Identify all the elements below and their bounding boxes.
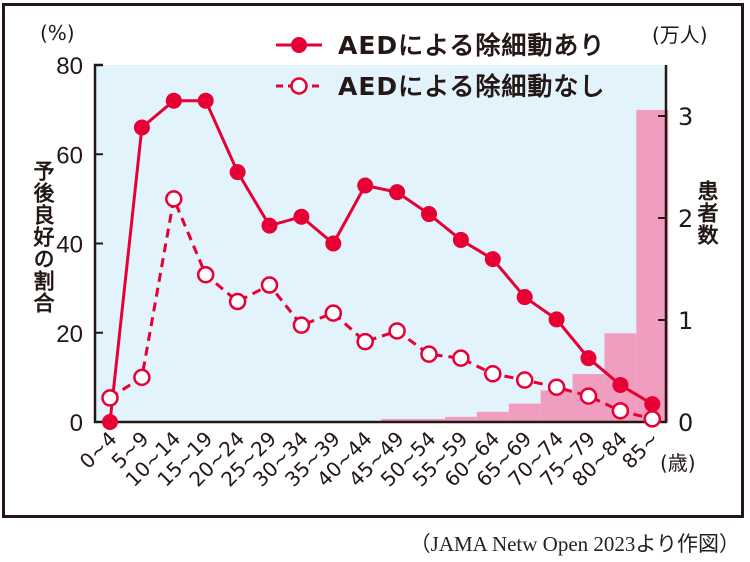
point-without-aed-30~34 xyxy=(292,316,311,334)
left-tick-label: 40 xyxy=(56,232,83,259)
x-axis-unit: (歳) xyxy=(660,451,696,475)
point-with-aed-80~84 xyxy=(612,376,629,393)
plot-area xyxy=(95,65,666,422)
right-axis-unit: (万人) xyxy=(652,23,708,47)
point-without-aed-65~69 xyxy=(515,371,534,389)
legend-without-aed-label: AEDによる除細動なし xyxy=(338,72,605,101)
x-tick-label: 85~ xyxy=(617,427,664,474)
legend-without-aed-marker xyxy=(290,77,308,95)
bar-60~64 xyxy=(476,411,509,422)
point-with-aed-60~64 xyxy=(484,251,501,268)
point-without-aed-10~14 xyxy=(165,190,183,208)
point-with-aed-70~74 xyxy=(548,311,565,328)
point-without-aed-45~49 xyxy=(388,322,406,340)
bar-65~69 xyxy=(508,403,541,422)
left-axis-label: 予後良好の割合 xyxy=(31,160,55,314)
point-without-aed-75~79 xyxy=(579,387,598,405)
point-without-aed-50~54 xyxy=(420,345,438,363)
right-axis-label: 患者数 xyxy=(695,180,719,246)
point-with-aed-10~14 xyxy=(165,92,182,109)
point-without-aed-70~74 xyxy=(547,378,566,396)
point-with-aed-5~9 xyxy=(133,119,150,136)
point-with-aed-0~4 xyxy=(102,414,118,430)
legend-with-aed-marker xyxy=(291,37,307,53)
point-with-aed-45~49 xyxy=(389,184,406,201)
point-with-aed-40~44 xyxy=(357,177,374,194)
source-caption: （JAMA Netw Open 2023より作図） xyxy=(409,532,740,556)
point-with-aed-20~24 xyxy=(229,164,246,181)
right-tick-label: 3 xyxy=(678,103,693,131)
point-without-aed-25~29 xyxy=(260,276,279,294)
point-without-aed-85~ xyxy=(643,410,662,428)
point-without-aed-20~24 xyxy=(228,292,247,311)
point-with-aed-55~59 xyxy=(452,231,469,248)
chart-frame xyxy=(2,3,744,518)
right-tick-label: 2 xyxy=(678,205,693,233)
point-without-aed-5~9 xyxy=(133,368,151,387)
bar-85~ xyxy=(636,109,669,422)
point-without-aed-15~19 xyxy=(196,265,215,284)
bar-55~59 xyxy=(444,416,477,422)
left-tick-label: 0 xyxy=(70,410,83,437)
point-with-aed-75~79 xyxy=(580,350,597,367)
left-tick-label: 80 xyxy=(56,53,83,80)
point-with-aed-35~39 xyxy=(325,235,342,252)
left-tick-label: 20 xyxy=(56,321,83,348)
bar-50~54 xyxy=(413,418,445,422)
point-without-aed-60~64 xyxy=(484,365,502,383)
point-with-aed-65~69 xyxy=(516,289,533,306)
right-tick-label: 1 xyxy=(678,307,693,335)
point-with-aed-25~29 xyxy=(261,217,278,234)
right-tick-label: 0 xyxy=(678,409,693,437)
point-without-aed-55~59 xyxy=(452,349,470,367)
point-without-aed-80~84 xyxy=(611,402,630,420)
point-with-aed-30~34 xyxy=(293,208,310,225)
point-without-aed-35~39 xyxy=(324,304,343,322)
series-without-aed-line xyxy=(109,193,653,421)
legend-with-aed-label: AEDによる除細動あり xyxy=(338,31,605,60)
point-with-aed-85~ xyxy=(644,396,661,413)
left-axis-unit: (%) xyxy=(40,21,75,45)
point-with-aed-50~54 xyxy=(421,206,437,223)
bar-45~49 xyxy=(381,418,414,422)
left-tick-label: 60 xyxy=(56,142,83,169)
point-with-aed-15~19 xyxy=(197,92,214,109)
point-without-aed-0~4 xyxy=(101,389,119,407)
point-without-aed-40~44 xyxy=(356,332,374,351)
